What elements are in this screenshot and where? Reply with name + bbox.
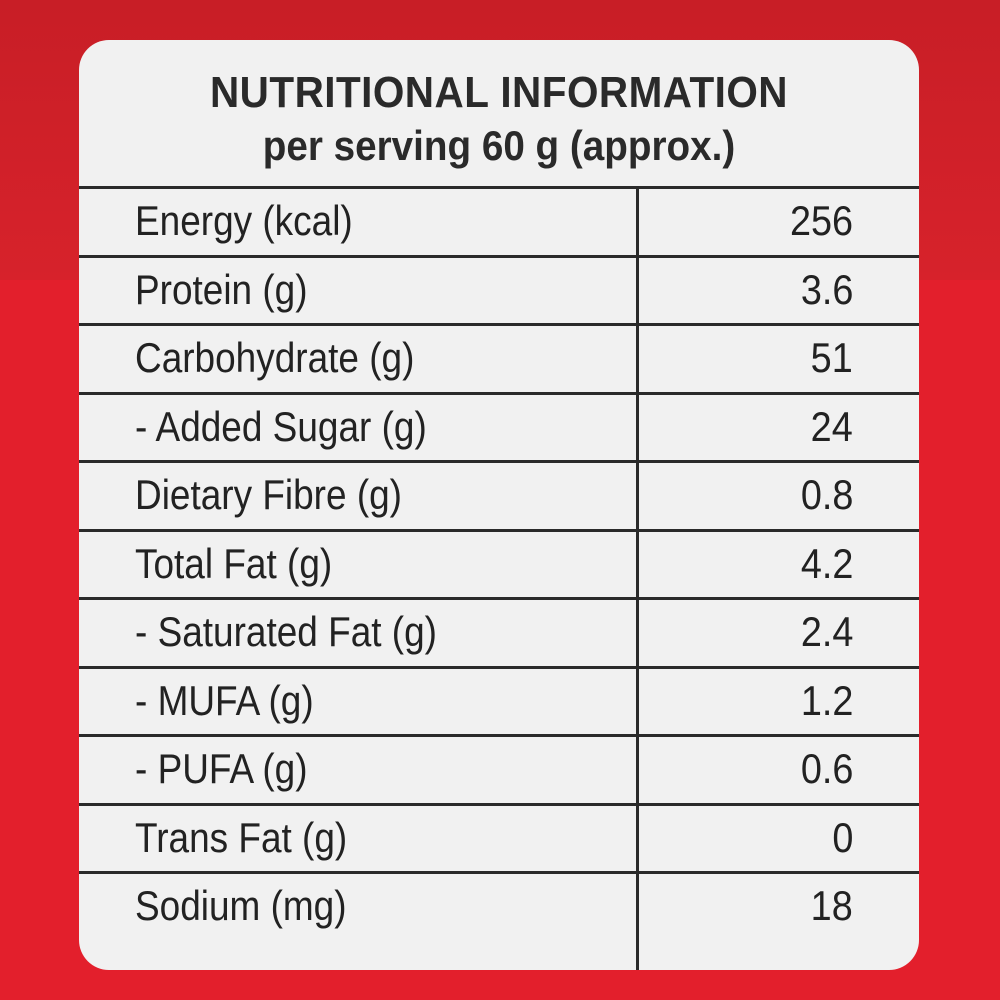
table-row: Energy (kcal) 256	[79, 189, 919, 258]
nutrient-value: 256	[789, 197, 853, 244]
nutrient-value: 24	[810, 402, 853, 450]
table-row: - Saturated Fat (g) 2.4	[79, 600, 919, 669]
table-row: Carbohydrate (g) 51	[79, 326, 919, 395]
nutrient-label: Carbohydrate (g)	[135, 334, 415, 381]
nutrient-value: 0.8	[800, 471, 853, 518]
column-divider	[636, 186, 639, 970]
table-row: - MUFA (g) 1.2	[79, 669, 919, 737]
table-row: - Added Sugar (g) 24	[79, 395, 919, 463]
panel-header: NUTRITIONAL INFORMATION per serving 60 g…	[79, 40, 919, 180]
table-row: Sodium (mg) 18	[79, 874, 919, 943]
nutrition-table: Energy (kcal) 256 Protein (g) 3.6 Carboh…	[79, 186, 919, 943]
nutrient-value: 1.2	[800, 676, 853, 724]
nutrient-label: Trans Fat (g)	[135, 813, 348, 861]
table-row: Protein (g) 3.6	[79, 258, 919, 326]
nutrient-label: - PUFA (g)	[135, 745, 308, 792]
nutrient-value: 0.6	[800, 745, 853, 792]
panel-title: NUTRITIONAL INFORMATION	[209, 68, 788, 117]
nutrient-value: 2.4	[800, 608, 853, 655]
table-row: Dietary Fibre (g) 0.8	[79, 463, 919, 532]
nutrient-value: 51	[810, 334, 853, 381]
nutrient-label: - MUFA (g)	[135, 676, 314, 724]
panel-subtitle: per serving 60 g (approx.)	[262, 122, 736, 169]
nutrient-value: 3.6	[800, 265, 853, 313]
nutrient-label: Sodium (mg)	[135, 882, 347, 929]
nutrient-label: - Added Sugar (g)	[135, 402, 427, 450]
table-row: Trans Fat (g) 0	[79, 806, 919, 874]
nutrition-panel: NUTRITIONAL INFORMATION per serving 60 g…	[79, 40, 919, 970]
nutrient-value: 0	[831, 813, 853, 861]
nutrient-label: - Saturated Fat (g)	[135, 608, 437, 655]
nutrient-label: Energy (kcal)	[135, 197, 353, 244]
nutrient-label: Dietary Fibre (g)	[135, 471, 402, 518]
nutrient-value: 4.2	[800, 539, 853, 587]
nutrient-label: Protein (g)	[135, 265, 308, 313]
nutrient-label: Total Fat (g)	[135, 539, 333, 587]
table-row: Total Fat (g) 4.2	[79, 532, 919, 600]
table-row: - PUFA (g) 0.6	[79, 737, 919, 806]
nutrient-value: 18	[810, 882, 853, 929]
